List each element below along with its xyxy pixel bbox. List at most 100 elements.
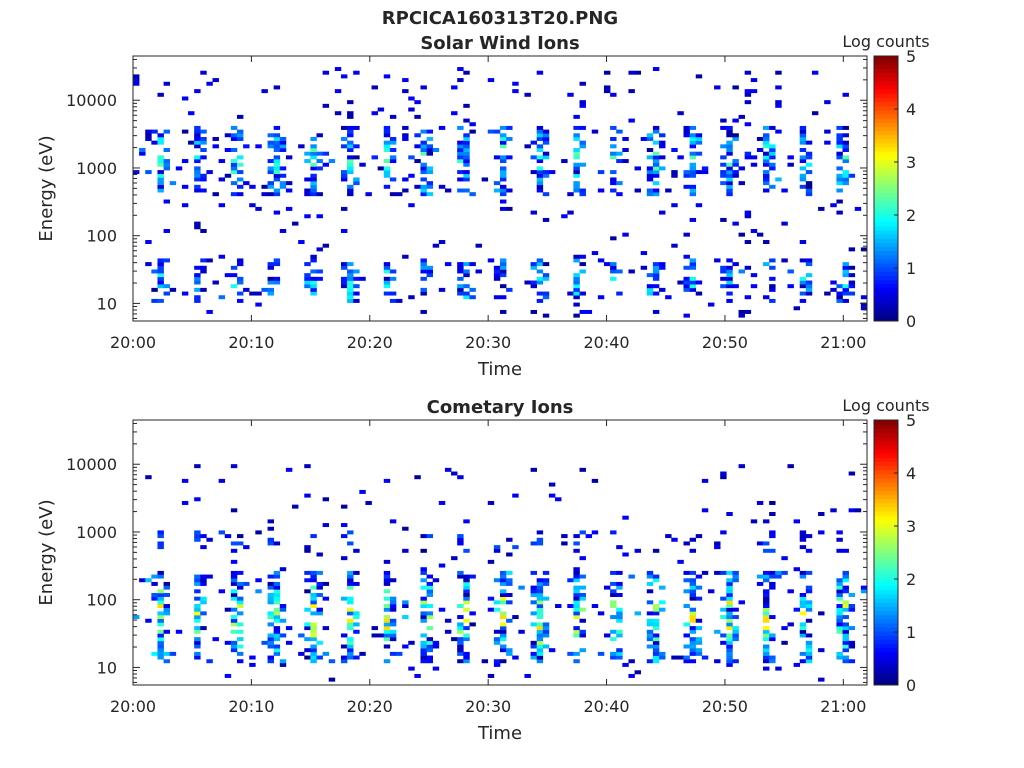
heatmap-cell <box>610 276 617 281</box>
heatmap-cell <box>836 585 843 590</box>
heatmap-cell <box>842 284 849 289</box>
heatmap-cell <box>310 258 317 263</box>
heatmap-cell <box>273 125 281 130</box>
heatmap-cell <box>646 622 654 627</box>
heatmap-cell <box>389 114 397 119</box>
heatmap-cell <box>744 151 752 156</box>
heatmap-cell <box>573 173 580 178</box>
heatmap-cell <box>646 166 654 171</box>
heatmap-cell <box>744 295 752 300</box>
colorbar-segment <box>874 200 898 206</box>
heatmap-cell <box>616 648 623 653</box>
heatmap-cell <box>732 578 739 583</box>
heatmap-cell <box>383 170 391 175</box>
heatmap-cell <box>469 192 476 197</box>
heatmap-cell <box>157 611 164 616</box>
heatmap-cell <box>273 618 281 623</box>
heatmap-cell <box>683 655 690 660</box>
heatmap-cell <box>493 273 501 278</box>
colorbar-segment <box>874 217 898 223</box>
heatmap-cell <box>236 651 244 656</box>
heatmap-cell <box>836 626 843 631</box>
colorbar-label: Log counts <box>842 396 929 415</box>
heatmap-cell <box>188 111 195 116</box>
y-tick-label: 10 <box>97 658 117 677</box>
heatmap-cell <box>836 655 843 660</box>
heatmap-cell <box>261 640 268 645</box>
heatmap-cell <box>842 644 849 649</box>
heatmap-cell <box>371 85 378 90</box>
heatmap-cell <box>769 659 776 664</box>
heatmap-cell <box>628 673 635 678</box>
colorbar-segment <box>874 176 898 181</box>
heatmap-cell <box>279 604 287 609</box>
heatmap-cell <box>542 291 550 296</box>
colorbar-segment <box>874 473 898 479</box>
heatmap-cell <box>634 548 641 553</box>
heatmap-cell <box>610 604 617 609</box>
heatmap-cell <box>371 155 378 160</box>
heatmap-cell <box>389 155 397 160</box>
heatmap-cell <box>493 607 501 612</box>
heatmap-cell <box>561 214 568 219</box>
heatmap-cell <box>267 181 274 186</box>
heatmap-cell <box>230 548 238 553</box>
heatmap-cell <box>340 74 348 79</box>
heatmap-cell <box>347 114 354 119</box>
heatmap-cell <box>200 173 207 178</box>
heatmap-cell <box>383 559 391 564</box>
heatmap-cell <box>420 151 427 156</box>
heatmap-cell <box>194 615 201 620</box>
heatmap-cell <box>769 548 776 553</box>
heatmap-cell <box>732 574 739 579</box>
heatmap-cell <box>236 585 244 590</box>
heatmap-cell <box>236 659 244 664</box>
heatmap-cell <box>353 181 360 186</box>
heatmap-cell <box>310 151 317 156</box>
heatmap-cell <box>805 155 813 160</box>
heatmap-cell <box>597 295 605 300</box>
colorbar-segment <box>874 196 898 202</box>
heatmap-cell <box>383 622 391 627</box>
heatmap-cell <box>732 170 739 175</box>
heatmap-cell <box>701 655 709 660</box>
heatmap-cell <box>163 166 170 171</box>
colorbar-segment <box>874 56 898 61</box>
heatmap-cell <box>463 177 470 182</box>
heatmap-cell <box>542 295 550 300</box>
heatmap-cell <box>536 592 544 597</box>
heatmap-cell <box>200 600 207 605</box>
heatmap-cell <box>347 144 354 149</box>
heatmap-cell <box>340 144 348 149</box>
heatmap-cell <box>389 600 397 605</box>
heatmap-cell <box>769 298 776 303</box>
heatmap-cell <box>677 559 684 564</box>
heatmap-cell <box>426 615 434 620</box>
heatmap-cell <box>652 192 660 197</box>
heatmap-cell <box>463 162 470 167</box>
heatmap-cell <box>230 162 238 167</box>
heatmap-cell <box>420 578 427 583</box>
heatmap-cell <box>200 578 207 583</box>
colorbar-segment <box>874 279 898 285</box>
heatmap-cell <box>469 129 476 134</box>
heatmap-cell <box>304 493 311 498</box>
colorbar-segment <box>874 647 898 653</box>
heatmap-cell <box>738 313 745 318</box>
heatmap-cell <box>548 482 556 487</box>
heatmap-cell <box>175 629 183 634</box>
heatmap-cell <box>842 604 849 609</box>
heatmap-cell <box>194 166 201 171</box>
heatmap-cell <box>610 570 617 575</box>
heatmap-cell <box>671 173 678 178</box>
heatmap-cell <box>530 170 537 175</box>
heatmap-cell <box>377 166 385 171</box>
heatmap-cell <box>420 596 427 601</box>
heatmap-cell <box>383 269 391 274</box>
heatmap-cell <box>769 276 776 281</box>
colorbar-segment <box>874 308 898 314</box>
heatmap-cell <box>646 629 654 634</box>
heatmap-cell <box>763 578 770 583</box>
heatmap-cell <box>224 640 232 645</box>
